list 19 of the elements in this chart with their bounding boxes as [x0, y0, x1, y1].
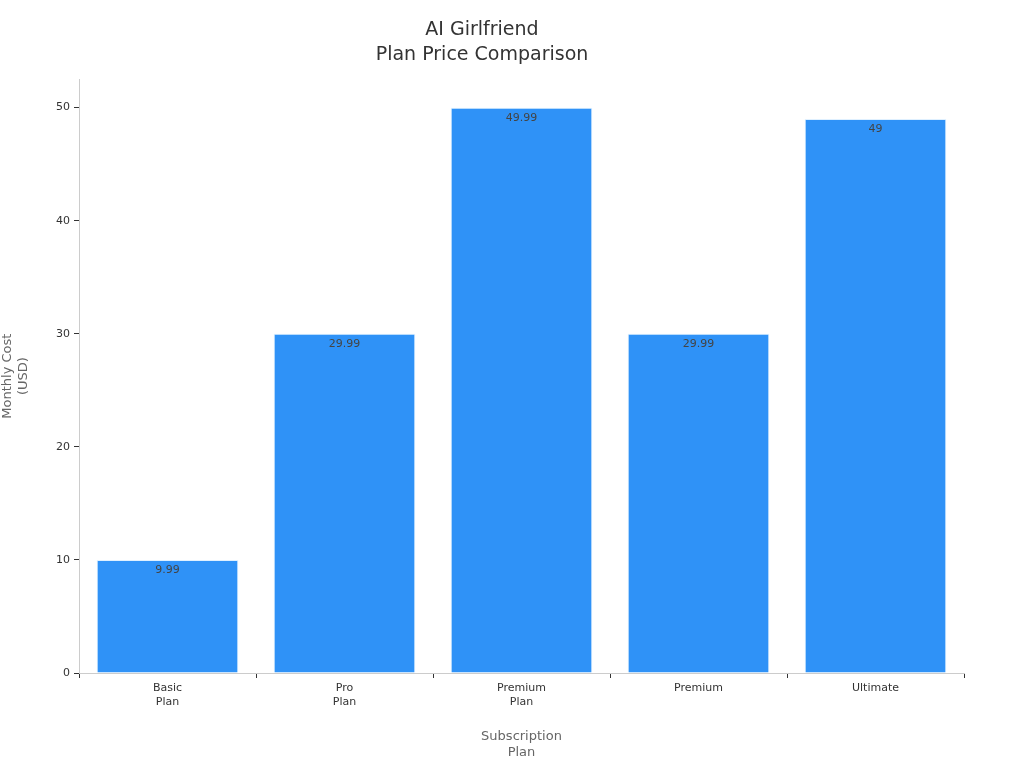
data-label: 9.99 — [155, 563, 180, 577]
data-label: 49.99 — [505, 111, 538, 125]
chart-title: AI Girlfriend Plan Price Comparison — [375, 16, 589, 65]
x-axis-title: Subscription Plan — [481, 727, 562, 759]
data-label: 49 — [868, 122, 883, 136]
y-tick-label: 0 — [63, 665, 70, 679]
y-tick-label: 10 — [56, 552, 70, 566]
y-tick-label: 30 — [56, 326, 70, 340]
y-axis-title: Monthly Cost (USD) — [0, 333, 30, 419]
x-tick-label: Premium Plan — [497, 681, 546, 708]
x-tick-label: Ultimate — [851, 681, 900, 695]
y-tick-label: 20 — [56, 439, 70, 453]
y-tick-label: 40 — [56, 213, 70, 227]
data-label: 29.99 — [682, 337, 715, 351]
x-tick-label: Basic Plan — [152, 681, 183, 708]
y-tick-label: 50 — [56, 100, 70, 114]
x-tick-label: Premium — [674, 681, 723, 695]
x-tick-label: Pro Plan — [332, 681, 357, 708]
data-label: 29.99 — [328, 337, 361, 351]
